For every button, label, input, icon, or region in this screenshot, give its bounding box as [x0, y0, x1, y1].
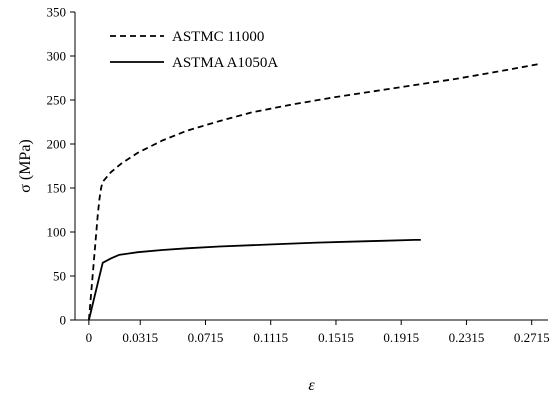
x-tick-label: 0.1915	[383, 330, 419, 345]
legend-label-2: ASTMA A1050A	[172, 55, 278, 71]
x-tick-label: 0.2315	[449, 330, 485, 345]
y-tick-label: 300	[47, 49, 67, 64]
y-tick-label: 200	[47, 137, 67, 152]
x-axis-title: ε	[308, 377, 315, 394]
x-tick-label: 0.1515	[318, 330, 354, 345]
x-tick-label: 0.1115	[253, 330, 288, 345]
series-line-1	[88, 63, 540, 321]
y-tick-label: 0	[60, 313, 67, 328]
x-tick-label: 0	[86, 330, 93, 345]
x-ticks: 0 0.0315 0.0715 0.1115 0.1515 0.1915 0.2315 0.2…	[86, 320, 550, 345]
series-lines	[88, 63, 540, 321]
y-axis-title: σ (MPa)	[17, 139, 34, 193]
series-line-2	[88, 239, 421, 321]
y-tick-label: 350	[47, 5, 67, 20]
x-tick-label: 0.2715	[514, 330, 550, 345]
y-ticks: 0 50 100 150 200 250 300 350	[47, 5, 75, 328]
y-tick-label: 250	[47, 93, 67, 108]
x-tick-label: 0.0715	[188, 330, 224, 345]
legend-label-1: ASTMC 11000	[172, 29, 264, 45]
x-tick-label: 0.0315	[122, 330, 158, 345]
legend: ASTMC 11000 ASTMA A1050A	[110, 29, 278, 71]
plot-area: 0 0.0315 0.0715 0.1115 0.1515 0.1915 0.2315 0.2…	[47, 5, 550, 346]
y-tick-label: 50	[53, 269, 66, 284]
y-tick-label: 150	[47, 181, 67, 196]
y-tick-label: 100	[47, 225, 67, 240]
